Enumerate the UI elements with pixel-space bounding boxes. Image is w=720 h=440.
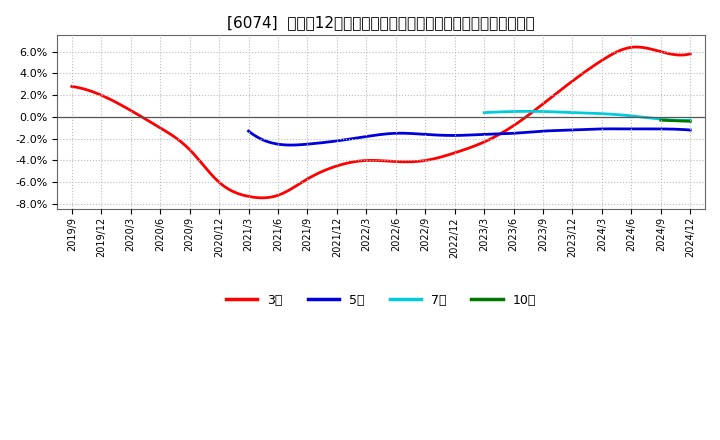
Title: [6074]  売上高12か月移動合計の対前年同期増減率の平均値の推移: [6074] 売上高12か月移動合計の対前年同期増減率の平均値の推移 xyxy=(228,15,535,30)
Legend: 3年, 5年, 7年, 10年: 3年, 5年, 7年, 10年 xyxy=(221,289,541,312)
